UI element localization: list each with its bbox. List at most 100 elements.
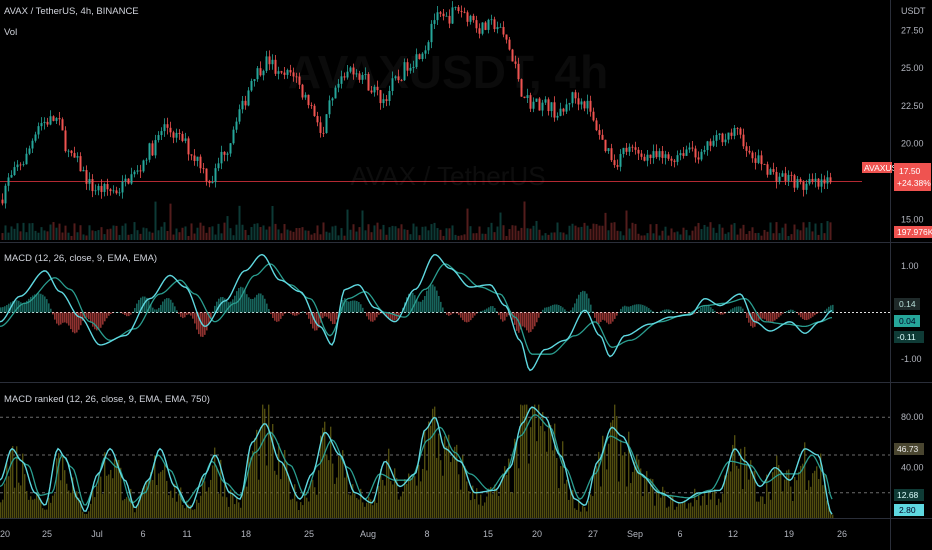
ranked-hist-bar bbox=[168, 495, 170, 518]
candle-body bbox=[97, 185, 100, 191]
candle-body bbox=[94, 190, 97, 192]
volume-bar bbox=[121, 225, 124, 240]
macd-axis[interactable]: 1.00 -1.00 bbox=[901, 261, 922, 364]
candle-body bbox=[178, 132, 181, 134]
volume-label[interactable]: Vol bbox=[4, 27, 17, 38]
macd-hist-bar bbox=[536, 312, 538, 323]
volume-bar bbox=[37, 232, 40, 240]
ranked-line bbox=[0, 406, 833, 515]
candle-body bbox=[631, 146, 634, 148]
ranked-hist-bar bbox=[8, 476, 10, 518]
macd-hist-bar bbox=[288, 312, 290, 313]
candle-body bbox=[709, 141, 712, 146]
macd-hist-bar bbox=[770, 312, 772, 323]
volume-bar bbox=[502, 225, 505, 240]
candle-body bbox=[655, 151, 658, 158]
macd-hist-bar bbox=[54, 312, 56, 320]
candle-body bbox=[274, 59, 277, 74]
volume-bar bbox=[685, 229, 688, 240]
volume-bar bbox=[721, 227, 724, 240]
macd-hist-bar bbox=[748, 312, 750, 323]
ranked-hist-bar bbox=[732, 444, 734, 518]
ranked-hist-bar bbox=[558, 488, 560, 518]
ranked-hist-bar bbox=[114, 458, 116, 518]
macd-hist-bar bbox=[800, 312, 802, 318]
ranked-hist-bar bbox=[594, 469, 596, 518]
ranked-hist-bar bbox=[162, 470, 164, 518]
macd-hist-bar bbox=[316, 312, 318, 331]
macd-hist-bar bbox=[130, 312, 132, 315]
volume-bar bbox=[550, 232, 553, 240]
macd-tick-label: 1.00 bbox=[901, 261, 919, 271]
candle-body bbox=[745, 146, 748, 151]
ranked-hist-bar bbox=[628, 431, 630, 518]
macd-hist-bar bbox=[52, 312, 54, 315]
ranked-hist-bar bbox=[38, 494, 40, 518]
ranked-hist-bar bbox=[44, 509, 46, 518]
ranked-hist-bar bbox=[284, 449, 286, 518]
ranked-hist-bar bbox=[784, 479, 786, 518]
main-title[interactable]: AVAX / TetherUS, 4h, BINANCE bbox=[4, 6, 139, 17]
candle-body bbox=[214, 168, 217, 183]
ranked-hist-bar bbox=[454, 446, 456, 518]
candle-body bbox=[499, 26, 502, 28]
ranked-hist-bar bbox=[778, 465, 780, 518]
ranked-hist-bar bbox=[410, 477, 412, 518]
volume-bar bbox=[55, 227, 58, 240]
volume-bar bbox=[736, 234, 739, 240]
macd-hist-bar bbox=[766, 312, 768, 321]
candle-body bbox=[52, 116, 55, 121]
volume-bar bbox=[616, 230, 619, 240]
ranked-hist-bar bbox=[816, 466, 818, 518]
candle-body bbox=[526, 95, 529, 98]
macd-hist-bar bbox=[660, 311, 662, 313]
macd-hist-bar bbox=[760, 312, 762, 320]
ranked-hist-bar bbox=[802, 463, 804, 518]
volume-bar bbox=[691, 230, 694, 240]
macd-hist-bar bbox=[240, 286, 242, 313]
volume-bar bbox=[421, 226, 424, 240]
ranked-hist-bar bbox=[198, 502, 200, 518]
price-axis[interactable]: 27.50 25.00 22.50 20.00 15.00 bbox=[901, 25, 924, 224]
macd-hist-bar bbox=[136, 303, 138, 313]
price-tick-label: 15.00 bbox=[901, 214, 924, 224]
volume-bar bbox=[682, 227, 685, 240]
ranked-axis[interactable]: 80.00 40.00 bbox=[901, 412, 924, 472]
volume-bar bbox=[556, 222, 559, 240]
volume-bar bbox=[163, 222, 166, 240]
macd-hist-bar bbox=[254, 297, 256, 313]
candle-body bbox=[469, 15, 472, 22]
macd-hist-bar bbox=[310, 312, 312, 324]
ranked-hist-bar bbox=[344, 477, 346, 518]
candle-body bbox=[1, 199, 4, 204]
macd-hist-bar bbox=[132, 311, 134, 313]
ranked-hist-bar bbox=[202, 477, 204, 518]
ranked-hist-bar bbox=[462, 455, 464, 518]
ranked-title[interactable]: MACD ranked (12, 26, close, 9, EMA, EMA,… bbox=[4, 394, 210, 405]
candle-body bbox=[358, 73, 361, 80]
ranked-hist-bar bbox=[170, 490, 172, 518]
macd-hist-bar bbox=[210, 312, 212, 318]
time-axis[interactable]: 20 25 Jul 6 11 18 25 Aug 8 15 20 27 Sep 6 12 19 26 bbox=[0, 529, 847, 539]
ranked-hist-bar bbox=[236, 496, 238, 518]
macd-hist-bar bbox=[172, 302, 174, 313]
candle-body bbox=[715, 134, 718, 141]
macd-hist-bar bbox=[62, 312, 64, 323]
volume-bar bbox=[463, 234, 466, 240]
ranked-hist-bar bbox=[820, 453, 822, 518]
volume-bar bbox=[763, 229, 766, 240]
macd-hist-bar bbox=[782, 312, 784, 314]
ranked-hist-bar bbox=[788, 469, 790, 518]
ranked-hist-bar bbox=[356, 498, 358, 518]
macd-title[interactable]: MACD (12, 26, close, 9, EMA, EMA) bbox=[4, 253, 157, 264]
macd-hist-bar bbox=[792, 309, 794, 313]
macd-hist-bar bbox=[114, 312, 116, 313]
macd-hist-bar bbox=[126, 312, 128, 317]
macd-hist-bar bbox=[588, 298, 590, 313]
ranked-hist-bar bbox=[72, 477, 74, 518]
macd-hist-bar bbox=[556, 304, 558, 313]
candle-body bbox=[268, 56, 271, 65]
candle-body bbox=[433, 20, 436, 24]
candle-body bbox=[49, 116, 52, 125]
